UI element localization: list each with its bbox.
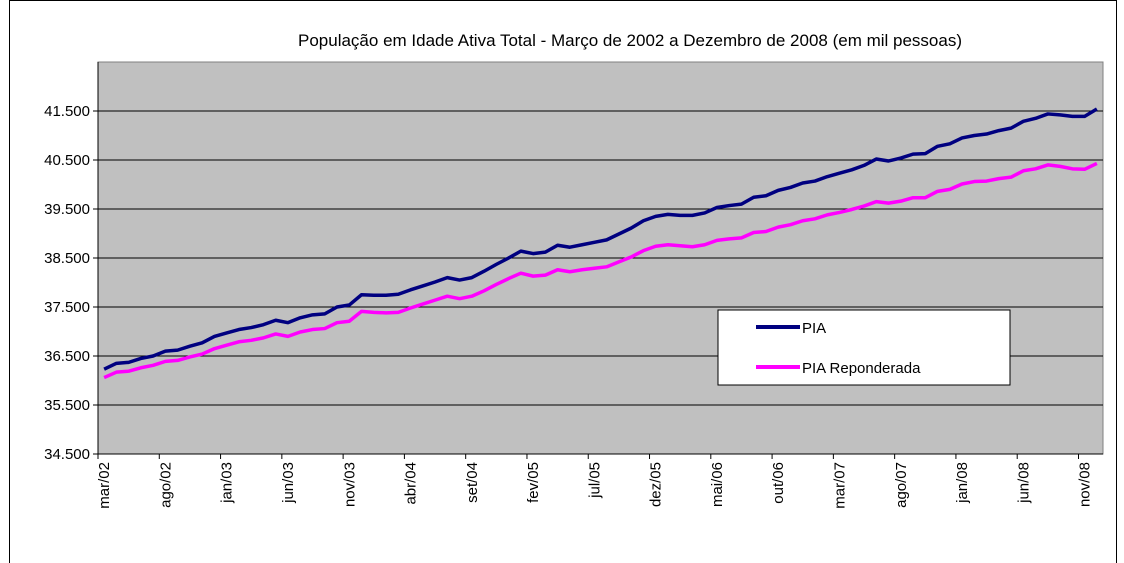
y-tick-label: 37.500 (44, 299, 90, 316)
x-tick-label: fev/05 (525, 462, 542, 503)
legend-label: PIA (802, 320, 826, 337)
y-tick-label: 41.500 (44, 103, 90, 120)
x-tick-label: set/04 (464, 462, 481, 503)
x-tick-label: out/06 (770, 462, 787, 504)
x-tick-label: jul/05 (586, 462, 603, 499)
series-line (103, 161, 1098, 380)
y-tick-label: 36.500 (44, 348, 90, 365)
x-tick-label: ago/02 (157, 462, 174, 508)
legend-box (717, 309, 1011, 386)
legend-label: PIA Reponderada (802, 360, 921, 377)
y-tick-label: 39.500 (44, 201, 90, 218)
chart-title: População em Idade Ativa Total - Março d… (298, 31, 962, 50)
x-tick-label: mar/02 (96, 462, 113, 509)
y-tick-label: 35.500 (44, 397, 90, 414)
x-tick-label: jan/08 (954, 462, 971, 504)
x-tick-label: jun/03 (280, 462, 297, 504)
x-tick-label: abr/04 (403, 462, 420, 505)
x-tick-label: nov/08 (1077, 462, 1094, 507)
x-tick-label: dez/05 (648, 462, 665, 507)
x-tick-label: ago/07 (893, 462, 910, 508)
x-tick-label: jan/03 (219, 462, 236, 504)
y-tick-label: 34.500 (44, 446, 90, 463)
series-line (103, 107, 1098, 371)
x-tick-label: jun/08 (1015, 462, 1032, 504)
x-tick-label: nov/03 (341, 462, 358, 507)
x-tick-label: mai/06 (709, 462, 726, 507)
y-tick-label: 38.500 (44, 250, 90, 267)
y-tick-label: 40.500 (44, 152, 90, 169)
x-tick-label: mar/07 (831, 462, 848, 509)
